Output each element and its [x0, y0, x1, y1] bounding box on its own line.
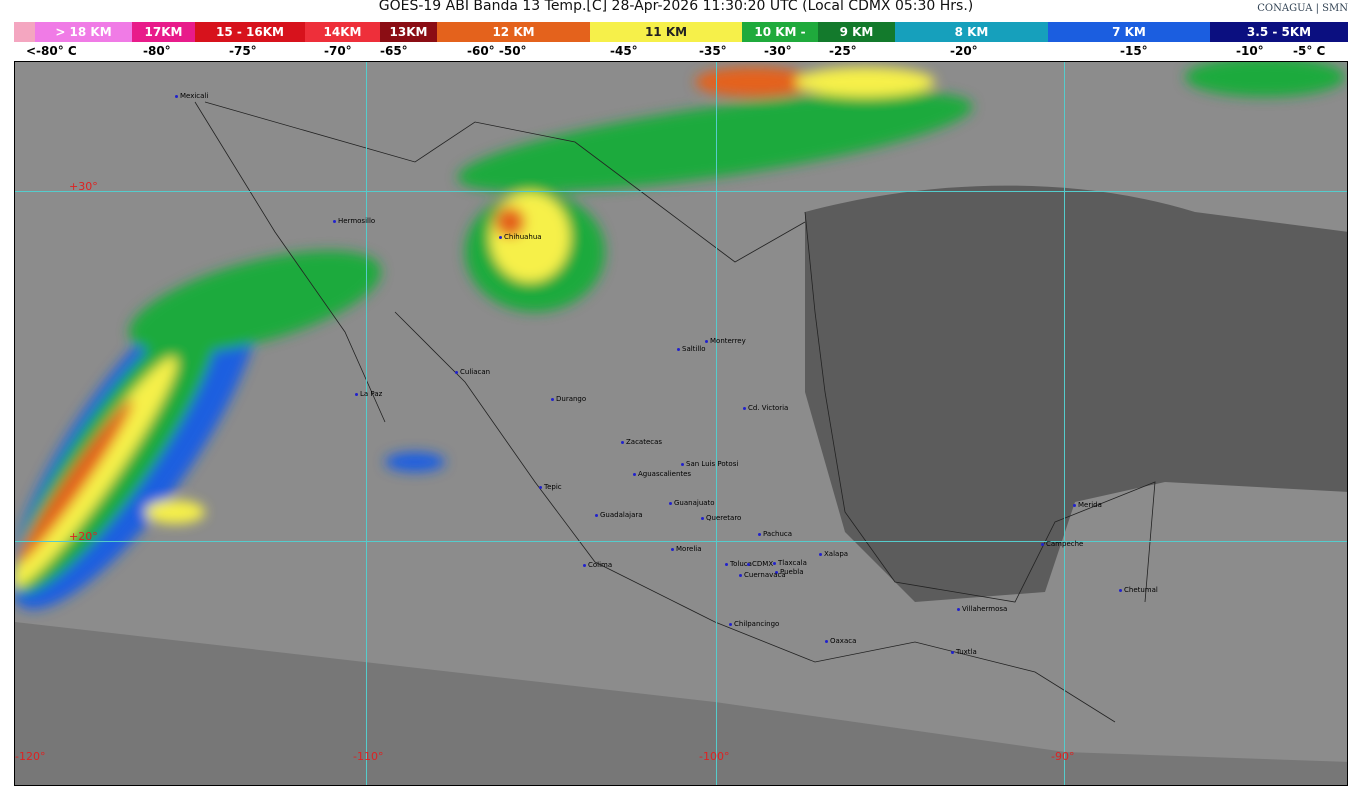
satellite-imagery [15, 62, 1347, 785]
legend-segment: 14KM [305, 22, 380, 42]
city-label: Saltillo [677, 345, 706, 353]
temperature-label: -10° [1236, 44, 1264, 58]
city-label: Chetumal [1119, 586, 1158, 594]
temperature-label: -35° [699, 44, 727, 58]
temperature-label: -5° C [1293, 44, 1326, 58]
legend-segment [14, 22, 35, 42]
city-label: CDMX [747, 560, 773, 568]
city-label: Culiacan [455, 368, 490, 376]
agency-logos: CONAGUA | SMN [1257, 3, 1348, 14]
gridline-20n [15, 541, 1347, 542]
legend-segment: 17KM [132, 22, 195, 42]
pacific-dark [15, 622, 1347, 785]
temperature-label: -15° [1120, 44, 1148, 58]
latitude-label: +30° [69, 180, 98, 193]
city-label: Tepic [539, 483, 562, 491]
gulf-of-mexico [805, 185, 1347, 602]
smn-logo: SMN [1322, 3, 1348, 14]
city-label: Zacatecas [621, 438, 662, 446]
temperature-label: -25° [829, 44, 857, 58]
city-label: Queretaro [701, 514, 741, 522]
latitude-label: +20° [69, 530, 98, 543]
longitude-label: -90° [1051, 750, 1075, 763]
gridline-110 [366, 62, 367, 785]
city-label: La Paz [355, 390, 382, 398]
legend-segment: 7 KM [1048, 22, 1210, 42]
gridline-100 [716, 62, 717, 785]
conagua-logo: CONAGUA [1257, 3, 1313, 14]
city-label: Toluca [725, 560, 752, 568]
temperature-label: -60° -50° [467, 44, 527, 58]
temperature-label: -65° [380, 44, 408, 58]
city-label: Monterrey [705, 337, 746, 345]
gridline-90 [1064, 62, 1065, 785]
city-label: Aguascalientes [633, 470, 691, 478]
city-label: Campeche [1041, 540, 1083, 548]
temperature-label: -75° [229, 44, 257, 58]
city-label: Durango [551, 395, 586, 403]
coastlines [194, 101, 1156, 723]
city-label: Morelia [671, 545, 702, 553]
temperature-label: -30° [764, 44, 792, 58]
city-label: Guanajuato [669, 499, 715, 507]
legend-segment: 15 - 16KM [195, 22, 305, 42]
longitude-label: -110° [353, 750, 384, 763]
legend-segment: 13KM [380, 22, 437, 42]
city-label: Cuernavaca [739, 571, 786, 579]
city-label: San Luis Potosi [681, 460, 738, 468]
legend-segment: 9 KM [818, 22, 895, 42]
gridline-30n [15, 191, 1347, 192]
temperature-label: -80° [143, 44, 171, 58]
temperature-label: -45° [610, 44, 638, 58]
legend-segment: 3.5 - 5KM [1210, 22, 1348, 42]
city-label: Guadalajara [595, 511, 643, 519]
city-label: Oaxaca [825, 637, 856, 645]
city-label: Tuxtla [951, 648, 977, 656]
legend-segment: > 18 KM [35, 22, 132, 42]
city-label: Villahermosa [957, 605, 1007, 613]
cloud-bands [15, 62, 1345, 610]
city-label: Chilpancingo [729, 620, 779, 628]
image-title: GOES-19 ABI Banda 13 Temp.[C] 28-Apr-202… [378, 0, 974, 14]
city-label: Hermosillo [333, 217, 375, 225]
city-label: Xalapa [819, 550, 848, 558]
city-label: Mexicali [175, 92, 208, 100]
longitude-label: -100° [699, 750, 730, 763]
legend-segment: 11 KM [590, 22, 742, 42]
temperature-label: <-80° C [26, 44, 77, 58]
color-legend: > 18 KM 17KM 15 - 16KM 14KM 13KM 12 KM 11 KM 10… [14, 22, 1348, 42]
temperature-label: -20° [950, 44, 978, 58]
temperature-label: -70° [324, 44, 352, 58]
city-label: Puebla [775, 568, 804, 576]
city-label: Merida [1073, 501, 1102, 509]
legend-segment: 10 KM - [742, 22, 818, 42]
city-label: Tlaxcala [773, 559, 807, 567]
city-label: Chihuahua [499, 233, 542, 241]
city-label: Pachuca [758, 530, 792, 538]
legend-segment: 8 KM [895, 22, 1048, 42]
city-label: Cd. Victoria [743, 404, 788, 412]
satellite-map[interactable]: Mexicali Hermosillo Chihuahua La Paz Culiaca… [14, 61, 1348, 786]
temperature-scale: <-80° C -80° -75° -70° -65° -60° -50° -45° -35°… [0, 43, 1352, 61]
city-label: Colima [583, 561, 612, 569]
legend-segment: 12 KM [437, 22, 590, 42]
longitude-label: -120° [15, 750, 46, 763]
